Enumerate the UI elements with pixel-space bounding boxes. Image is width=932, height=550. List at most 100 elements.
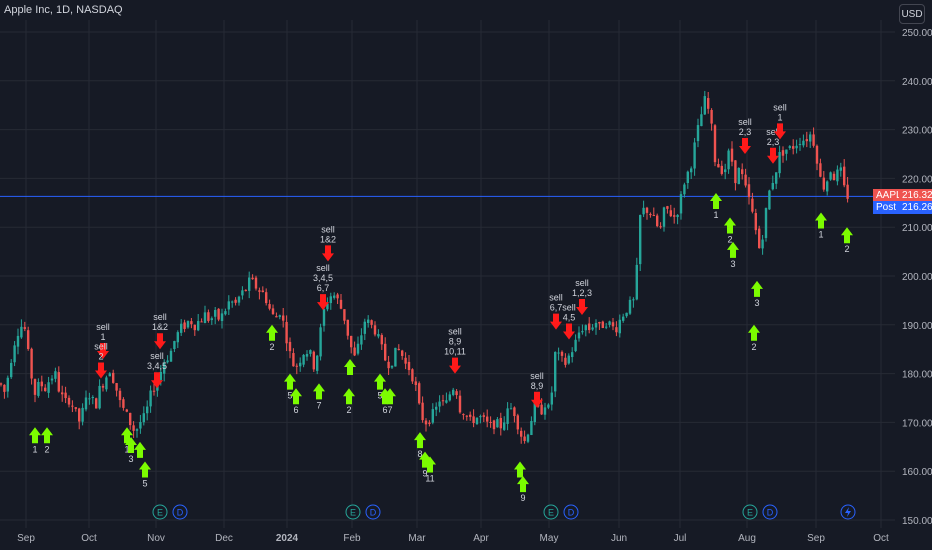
candle-body: [775, 172, 778, 184]
candle-body: [560, 351, 564, 356]
candle-body: [74, 407, 77, 409]
candle-body: [747, 184, 751, 198]
candle-body: [652, 215, 655, 217]
candle-body: [309, 350, 312, 354]
candle-body: [23, 327, 26, 329]
candle-body: [662, 207, 666, 227]
buy-arrow-icon: [139, 461, 151, 478]
candle-body: [132, 425, 135, 431]
sell-signal-label: sell 3,4,5: [147, 351, 167, 371]
buy-arrow-icon: [724, 217, 736, 234]
candle-body: [724, 169, 727, 173]
buy-signal-label: 2: [346, 405, 351, 415]
candle-body: [20, 326, 23, 338]
candle-body: [713, 125, 717, 163]
candle-body: [795, 145, 798, 149]
x-tick-label: Jun: [611, 533, 627, 544]
buy-arrow-icon: [134, 441, 146, 458]
candle-body: [13, 345, 16, 363]
candle-body: [71, 405, 74, 407]
buy-signal-label: 1: [713, 210, 718, 220]
candle-body: [581, 331, 584, 333]
candle-body: [200, 321, 203, 323]
candle-body: [588, 323, 591, 331]
candle-body: [254, 277, 258, 289]
sell-arrow-icon: [774, 123, 786, 140]
candle-body: [509, 408, 513, 410]
buy-arrow-icon: [266, 324, 278, 341]
earnings-icon-label: E: [157, 508, 163, 518]
candle-body: [707, 98, 710, 109]
last-price-value: 216.32: [899, 189, 932, 203]
buy-signal-label: 1: [818, 230, 823, 240]
candle-body: [489, 422, 492, 424]
candle-body: [210, 318, 213, 321]
candle-body: [448, 394, 451, 401]
candle-body: [336, 294, 339, 299]
currency-button[interactable]: USD: [899, 4, 925, 24]
candle-body: [798, 143, 802, 145]
buy-signal-label: 3: [730, 259, 735, 269]
candle-body: [550, 392, 553, 405]
sell-arrow-icon: [154, 333, 166, 350]
candle-body: [350, 335, 353, 348]
buy-signal-label: 3: [754, 298, 759, 308]
buy-arrow-icon: [727, 241, 739, 258]
candle-body: [183, 322, 186, 329]
candle-body: [125, 409, 128, 412]
candle-body: [431, 409, 434, 423]
candle-body: [751, 198, 754, 212]
candle-body: [465, 415, 468, 417]
candle-body: [785, 149, 788, 154]
candle-body: [805, 139, 808, 142]
candle-body: [142, 413, 145, 423]
buy-signal-label: 2: [44, 444, 49, 454]
candle-body: [101, 385, 105, 388]
candle-body: [384, 343, 387, 361]
sell-arrow-icon: [550, 313, 562, 330]
buy-arrow-icon: [290, 388, 302, 405]
candle-body: [499, 417, 502, 429]
y-tick-label: 150.00: [902, 516, 932, 527]
candle-body: [163, 362, 166, 374]
candle-body: [285, 321, 288, 344]
candle-body: [33, 379, 37, 395]
earnings-icon-label: E: [350, 508, 356, 518]
candle-body: [326, 303, 329, 310]
candle-body: [591, 327, 594, 330]
sell-arrow-icon: [739, 138, 751, 154]
candle-body: [88, 398, 91, 400]
sell-signal-label: sell 8,9: [530, 371, 544, 391]
candle-body: [622, 316, 625, 321]
sell-signal-label: sell 8,9 10,11: [444, 327, 466, 357]
candle-body: [649, 213, 652, 216]
candle-body: [781, 150, 785, 156]
y-tick-label: 230.00: [902, 126, 932, 137]
candle-body: [693, 142, 696, 169]
candle-body: [278, 315, 281, 317]
x-tick-label: Oct: [873, 533, 889, 544]
earnings-icon: [152, 504, 168, 520]
candle-body: [360, 335, 363, 345]
earnings-icon-label: E: [548, 508, 554, 518]
candle-body: [846, 184, 849, 199]
buy-arrow-icon: [815, 212, 827, 229]
dividend-icon: [365, 504, 381, 520]
buy-signal-label: 11: [425, 474, 434, 484]
candle-body: [564, 357, 567, 365]
x-tick-label: Dec: [215, 533, 233, 544]
candle-body: [435, 406, 438, 410]
candle-body: [37, 381, 40, 396]
post-price-value: 216.26: [899, 200, 932, 214]
candle-body: [251, 277, 254, 280]
candle-body: [282, 315, 285, 321]
candle-body: [611, 322, 615, 327]
candle-body: [533, 403, 536, 423]
candle-body: [547, 404, 550, 408]
buy-arrow-icon: [414, 432, 426, 449]
sell-arrow-icon: [576, 299, 588, 316]
buy-signal-label: 9: [422, 469, 427, 479]
candle-body: [452, 389, 455, 395]
candle-body: [220, 313, 224, 322]
